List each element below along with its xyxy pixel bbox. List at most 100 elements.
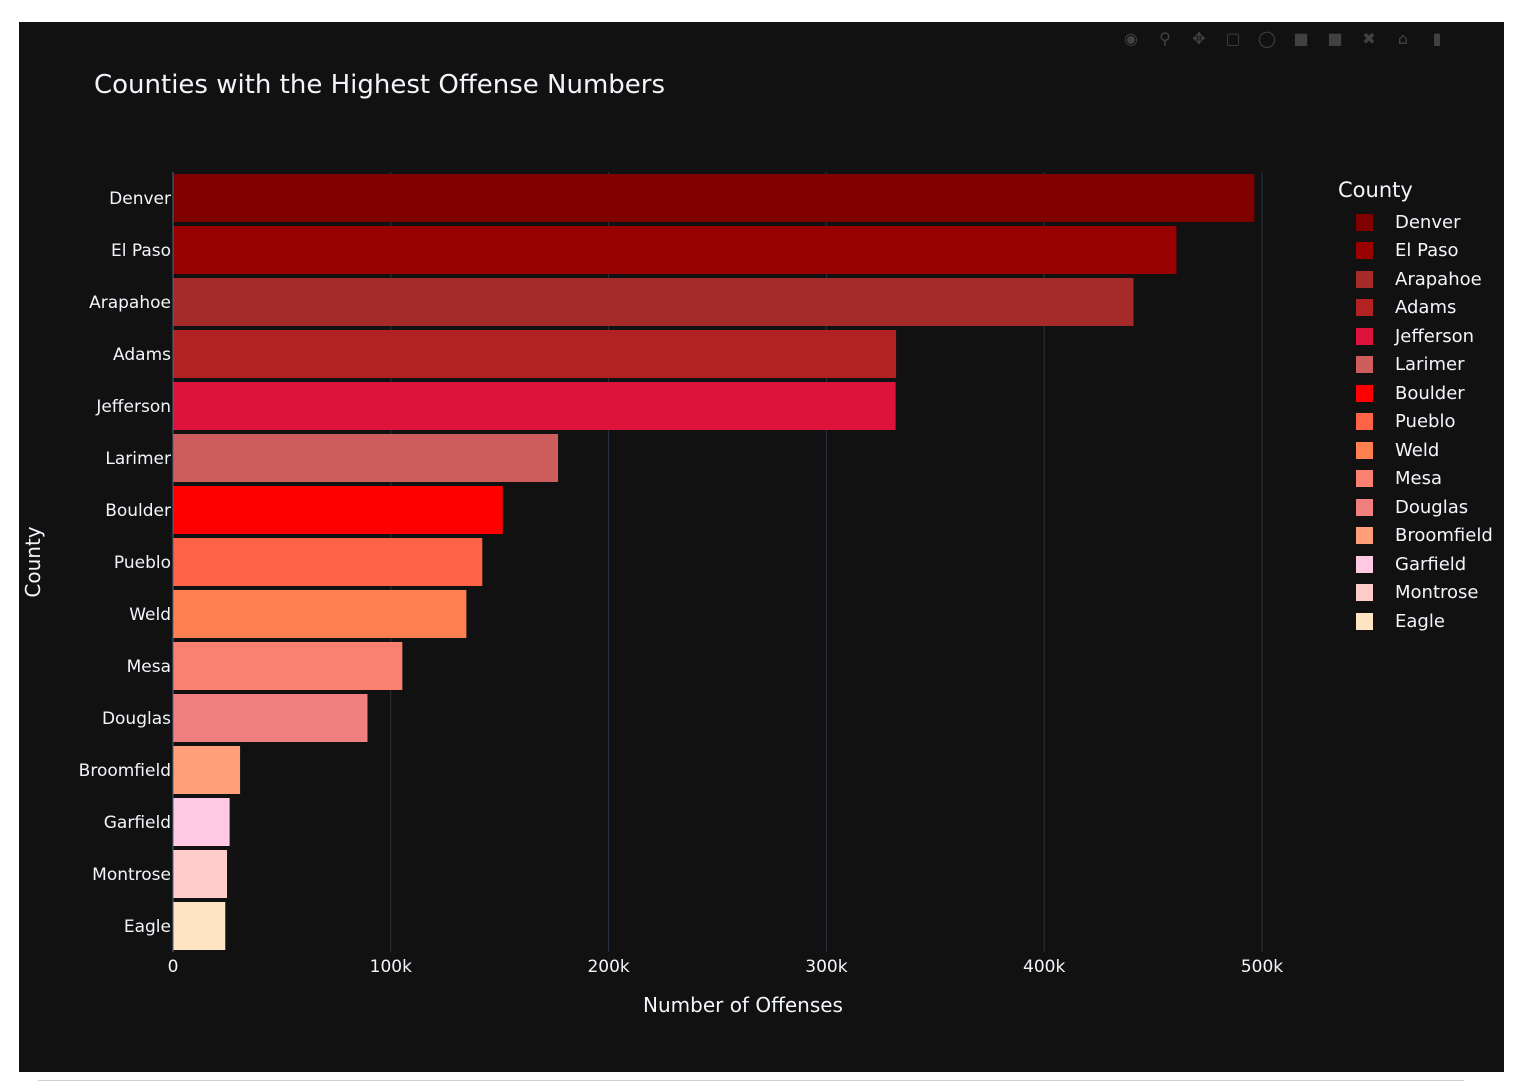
bar-denver [173, 174, 1255, 222]
legend-label-garfield: Garfield [1395, 553, 1467, 575]
y-axis-title: County [21, 526, 45, 597]
reset-axes-icon[interactable]: ⌂ [1397, 29, 1409, 48]
legend-label-mesa: Mesa [1395, 468, 1443, 490]
chart-modebar: ◉ ⚲ ✥ ▢ ◯ ■ ■ ✖ ⌂ ▮ [1120, 28, 1448, 52]
x-tick-label-5: 500k [1241, 957, 1283, 977]
legend-swatch-douglas [1356, 498, 1373, 516]
y-tick-label-arapahoe: Arapahoe [89, 293, 171, 313]
box-select-icon[interactable]: ▢ [1225, 29, 1241, 48]
y-tick-label-weld: Weld [129, 605, 171, 625]
legend-item-montrose[interactable]: Montrose [1338, 579, 1493, 608]
bar-mesa [173, 642, 403, 690]
bar-broomfield [173, 746, 241, 794]
legend-item-denver[interactable]: Denver [1338, 208, 1493, 237]
legend-label-weld: Weld [1395, 439, 1440, 461]
legend-swatch-adams [1356, 299, 1373, 317]
zoom-out-icon[interactable]: ■ [1327, 29, 1343, 48]
bar-el-paso [173, 226, 1177, 274]
legend-item-el-paso[interactable]: El Paso [1338, 237, 1493, 266]
legend-item-douglas[interactable]: Douglas [1338, 493, 1493, 522]
x-tick-label-2: 200k [587, 957, 629, 977]
legend-item-broomfield[interactable]: Broomfield [1338, 522, 1493, 551]
legend-label-broomfield: Broomfield [1395, 525, 1493, 547]
x-tick-label-3: 300k [805, 957, 847, 977]
bar-douglas [173, 694, 368, 742]
bar-larimer [173, 434, 559, 482]
zoom-icon[interactable]: ⚲ [1159, 29, 1171, 48]
plotly-logo-icon[interactable]: ▮ [1432, 29, 1442, 48]
legend-label-montrose: Montrose [1395, 582, 1479, 604]
legend-items: Denver El Paso Arapahoe Adams Jefferson Larim… [1338, 208, 1493, 636]
pan-icon[interactable]: ✥ [1192, 29, 1206, 48]
legend-label-douglas: Douglas [1395, 496, 1469, 518]
chart-title: Counties with the Highest Offense Number… [94, 70, 666, 100]
legend-label-arapahoe: Arapahoe [1395, 268, 1482, 290]
bar-garfield [173, 798, 230, 846]
legend-swatch-boulder [1356, 384, 1373, 402]
lasso-icon[interactable]: ◯ [1258, 29, 1276, 48]
legend: County Denver El Paso Arapahoe Adams Jeffers… [1338, 178, 1493, 636]
legend-swatch-pueblo [1356, 413, 1373, 431]
legend-item-adams[interactable]: Adams [1338, 294, 1493, 323]
y-tick-label-adams: Adams [113, 345, 171, 365]
y-tick-label-larimer: Larimer [105, 449, 171, 469]
y-tick-label-el-paso: El Paso [111, 241, 171, 261]
bar-boulder [173, 486, 503, 534]
bar-pueblo [173, 538, 483, 586]
legend-label-eagle: Eagle [1395, 610, 1445, 632]
legend-item-garfield[interactable]: Garfield [1338, 550, 1493, 579]
zoom-in-icon[interactable]: ■ [1293, 29, 1309, 48]
y-tick-label-douglas: Douglas [102, 709, 171, 729]
y-tick-label-garfield: Garfield [104, 813, 171, 833]
autoscale-icon[interactable]: ✖ [1362, 29, 1376, 48]
legend-swatch-arapahoe [1356, 270, 1373, 288]
x-tick-label-0: 0 [168, 957, 179, 977]
legend-swatch-montrose [1356, 584, 1373, 602]
legend-label-boulder: Boulder [1395, 382, 1465, 404]
legend-item-eagle[interactable]: Eagle [1338, 607, 1493, 636]
legend-item-mesa[interactable]: Mesa [1338, 465, 1493, 494]
legend-swatch-broomfield [1356, 527, 1373, 545]
y-tick-label-eagle: Eagle [124, 917, 171, 937]
legend-label-adams: Adams [1395, 297, 1457, 319]
camera-icon[interactable]: ◉ [1124, 29, 1138, 48]
y-tick-label-montrose: Montrose [92, 865, 171, 885]
legend-item-jefferson[interactable]: Jefferson [1338, 322, 1493, 351]
x-axis-title: Number of Offenses [643, 993, 843, 1017]
x-tick-label-4: 400k [1023, 957, 1065, 977]
bar-montrose [173, 850, 228, 898]
page-divider [38, 1080, 1464, 1081]
legend-label-larimer: Larimer [1395, 354, 1465, 376]
legend-swatch-eagle [1356, 612, 1373, 630]
y-tick-label-jefferson: Jefferson [95, 397, 171, 417]
y-tick-label-boulder: Boulder [105, 501, 171, 521]
legend-item-larimer[interactable]: Larimer [1338, 351, 1493, 380]
x-tick-label-1: 100k [370, 957, 412, 977]
legend-swatch-denver [1356, 213, 1373, 231]
legend-swatch-larimer [1356, 356, 1373, 374]
y-tick-label-denver: Denver [109, 189, 171, 209]
legend-swatch-garfield [1356, 555, 1373, 573]
legend-label-jefferson: Jefferson [1395, 325, 1475, 347]
bar-adams [173, 330, 897, 378]
legend-title: County [1338, 178, 1413, 202]
legend-label-el-paso: El Paso [1395, 240, 1459, 262]
legend-item-arapahoe[interactable]: Arapahoe [1338, 265, 1493, 294]
y-tick-label-pueblo: Pueblo [114, 553, 171, 573]
legend-swatch-weld [1356, 441, 1373, 459]
legend-item-boulder[interactable]: Boulder [1338, 379, 1493, 408]
y-tick-label-broomfield: Broomfield [79, 761, 171, 781]
bar-jefferson [173, 382, 896, 430]
legend-label-pueblo: Pueblo [1395, 411, 1456, 433]
legend-item-weld[interactable]: Weld [1338, 436, 1493, 465]
legend-label-denver: Denver [1395, 211, 1461, 233]
bar-eagle [173, 902, 226, 950]
y-tick-label-mesa: Mesa [127, 657, 171, 677]
legend-item-pueblo[interactable]: Pueblo [1338, 408, 1493, 437]
bar-arapahoe [173, 278, 1134, 326]
legend-swatch-mesa [1356, 470, 1373, 488]
legend-swatch-el-paso [1356, 242, 1373, 260]
bar-weld [173, 590, 467, 638]
legend-swatch-jefferson [1356, 327, 1373, 345]
